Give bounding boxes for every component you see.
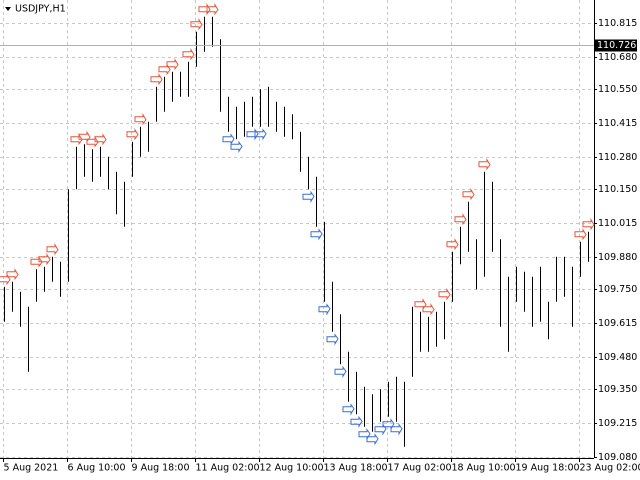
chart-title: USDJPY,H1 — [15, 4, 66, 15]
x-tick-label: 23 Aug 02:00 — [580, 463, 640, 474]
sell-arrow — [422, 302, 435, 316]
y-tick-label: 110.680 — [598, 52, 637, 63]
x-tick-label: 6 Aug 10:00 — [68, 463, 126, 474]
grid — [0, 0, 594, 458]
buy-arrow — [390, 423, 403, 436]
y-tick-label: 109.880 — [598, 252, 637, 263]
sell-arrow — [126, 127, 139, 141]
buy-arrow — [318, 303, 331, 316]
sell-arrow — [150, 72, 163, 86]
y-tick-label: 110.015 — [598, 218, 637, 229]
sell-arrow — [182, 47, 195, 61]
sell-arrow — [478, 157, 491, 171]
sell-arrow — [38, 252, 51, 266]
y-tick-label: 110.280 — [598, 152, 637, 163]
buy-arrow — [254, 128, 267, 141]
y-tick-label: 109.615 — [598, 318, 637, 329]
buy-arrow — [326, 333, 339, 346]
sell-arrow — [6, 267, 19, 281]
buy-arrow — [222, 133, 235, 146]
sell-arrow — [462, 187, 475, 201]
y-tick-label: 110.815 — [598, 18, 637, 29]
sell-arrow — [46, 242, 59, 256]
symbol-menu-icon[interactable] — [5, 7, 11, 11]
y-tick-label: 110.550 — [598, 84, 637, 95]
y-tick-label: 109.080 — [598, 452, 637, 463]
y-tick-label: 110.150 — [598, 184, 637, 195]
x-tick-label: 19 Aug 18:00 — [516, 463, 580, 474]
current-price-box — [595, 39, 637, 52]
y-tick-label: 109.480 — [598, 352, 637, 363]
buy-arrow — [302, 190, 315, 204]
sell-arrow — [446, 237, 459, 251]
buy-arrow — [342, 403, 355, 416]
sell-arrow — [94, 132, 107, 146]
buy-arrow — [366, 433, 379, 446]
x-tick-label: 9 Aug 18:00 — [132, 463, 190, 474]
sell-arrow — [134, 112, 147, 126]
sell-arrow — [438, 287, 451, 301]
sell-arrow — [166, 57, 179, 71]
buy-arrow — [334, 365, 347, 379]
buy-arrow — [230, 140, 243, 154]
buy-arrow — [350, 415, 363, 429]
sell-arrow — [206, 2, 219, 16]
x-tick-label: 13 Aug 18:00 — [324, 463, 388, 474]
x-tick-label: 11 Aug 02:00 — [196, 463, 260, 474]
sell-arrow — [582, 217, 595, 231]
y-tick-label: 109.350 — [598, 384, 637, 395]
current-price-label: 110.726 — [597, 40, 636, 51]
sell-arrow — [190, 17, 203, 31]
x-tick-label: 5 Aug 2021 — [4, 463, 59, 474]
y-tick-label: 109.215 — [598, 418, 637, 429]
x-tick-label: 18 Aug 10:00 — [452, 463, 516, 474]
x-tick-label: 12 Aug 10:00 — [260, 463, 324, 474]
x-tick-label: 17 Aug 02:00 — [388, 463, 452, 474]
buy-arrow — [310, 228, 323, 241]
y-tick-label: 109.750 — [598, 284, 637, 295]
y-tick-label: 110.415 — [598, 118, 637, 129]
sell-arrow — [454, 212, 467, 226]
sell-arrow — [574, 227, 587, 241]
